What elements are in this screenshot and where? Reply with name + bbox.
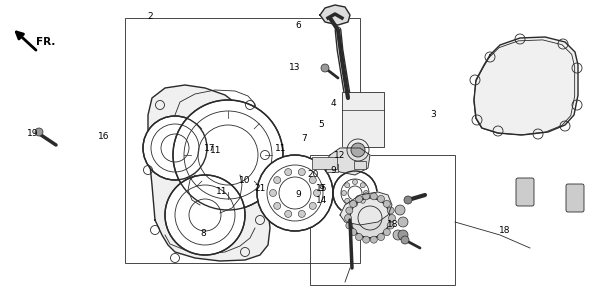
Text: 6: 6 [295, 21, 301, 30]
Text: 18: 18 [386, 220, 398, 229]
Text: 4: 4 [330, 99, 336, 108]
Circle shape [398, 230, 408, 240]
Circle shape [35, 128, 43, 136]
Text: 11: 11 [209, 146, 221, 155]
Circle shape [356, 234, 362, 240]
Circle shape [351, 143, 365, 157]
Text: 14: 14 [316, 196, 327, 205]
Circle shape [363, 193, 370, 200]
Circle shape [299, 210, 305, 217]
Circle shape [321, 64, 329, 72]
Bar [326, 164, 338, 172]
Circle shape [350, 229, 356, 236]
Polygon shape [320, 5, 350, 25]
Text: 17: 17 [204, 144, 215, 154]
Bar [312, 157, 337, 169]
Circle shape [346, 207, 353, 214]
Circle shape [309, 177, 316, 184]
Polygon shape [340, 192, 392, 225]
Text: FR.: FR. [36, 37, 55, 47]
Circle shape [363, 236, 370, 243]
Polygon shape [474, 37, 578, 135]
Circle shape [257, 155, 333, 231]
Bar [310, 155, 455, 285]
Circle shape [371, 236, 378, 243]
Circle shape [333, 171, 377, 215]
Circle shape [371, 193, 378, 200]
Text: 11: 11 [215, 187, 227, 196]
Bar [125, 18, 360, 263]
Circle shape [346, 222, 353, 229]
Circle shape [313, 190, 320, 197]
Circle shape [270, 190, 277, 197]
Bar [342, 92, 384, 147]
Circle shape [363, 191, 369, 196]
Circle shape [360, 183, 365, 188]
Text: 9: 9 [319, 184, 324, 193]
Circle shape [393, 230, 403, 240]
Circle shape [173, 100, 283, 210]
Circle shape [309, 203, 316, 209]
Circle shape [360, 198, 365, 203]
Text: 10: 10 [239, 176, 251, 185]
Polygon shape [148, 85, 270, 261]
Circle shape [387, 222, 394, 229]
Text: 11: 11 [274, 144, 286, 154]
Circle shape [401, 236, 409, 244]
FancyBboxPatch shape [516, 178, 534, 206]
Circle shape [274, 177, 281, 184]
Polygon shape [325, 148, 370, 175]
Circle shape [356, 195, 362, 203]
Circle shape [350, 200, 356, 207]
Circle shape [274, 203, 281, 209]
Circle shape [404, 196, 412, 204]
Text: 9: 9 [295, 190, 301, 199]
Circle shape [345, 198, 350, 203]
Circle shape [352, 201, 358, 206]
Circle shape [350, 198, 390, 238]
Circle shape [165, 175, 245, 255]
Circle shape [384, 229, 391, 236]
Text: 21: 21 [254, 184, 266, 193]
Circle shape [342, 191, 346, 196]
Circle shape [345, 215, 352, 222]
Text: 16: 16 [97, 132, 109, 141]
Circle shape [143, 116, 207, 180]
Text: 19: 19 [27, 129, 38, 138]
FancyBboxPatch shape [566, 184, 584, 212]
Circle shape [345, 183, 350, 188]
Circle shape [384, 200, 391, 207]
Circle shape [378, 234, 385, 240]
Text: 2: 2 [148, 12, 153, 21]
Text: 13: 13 [289, 63, 301, 72]
Circle shape [285, 210, 291, 217]
Bar [354, 161, 366, 169]
Text: 15: 15 [316, 184, 327, 193]
Text: 9: 9 [330, 166, 336, 175]
Circle shape [378, 195, 385, 203]
Circle shape [395, 205, 405, 215]
Text: 5: 5 [319, 120, 324, 129]
Circle shape [285, 169, 291, 175]
Text: 7: 7 [301, 134, 307, 143]
Circle shape [299, 169, 305, 175]
Text: 18: 18 [499, 226, 510, 235]
Circle shape [388, 215, 395, 222]
Text: 12: 12 [333, 150, 345, 160]
Circle shape [352, 179, 358, 185]
Text: 20: 20 [307, 170, 319, 179]
Text: 3: 3 [431, 110, 437, 119]
Circle shape [387, 207, 394, 214]
Text: 8: 8 [201, 229, 206, 238]
Circle shape [398, 217, 408, 227]
